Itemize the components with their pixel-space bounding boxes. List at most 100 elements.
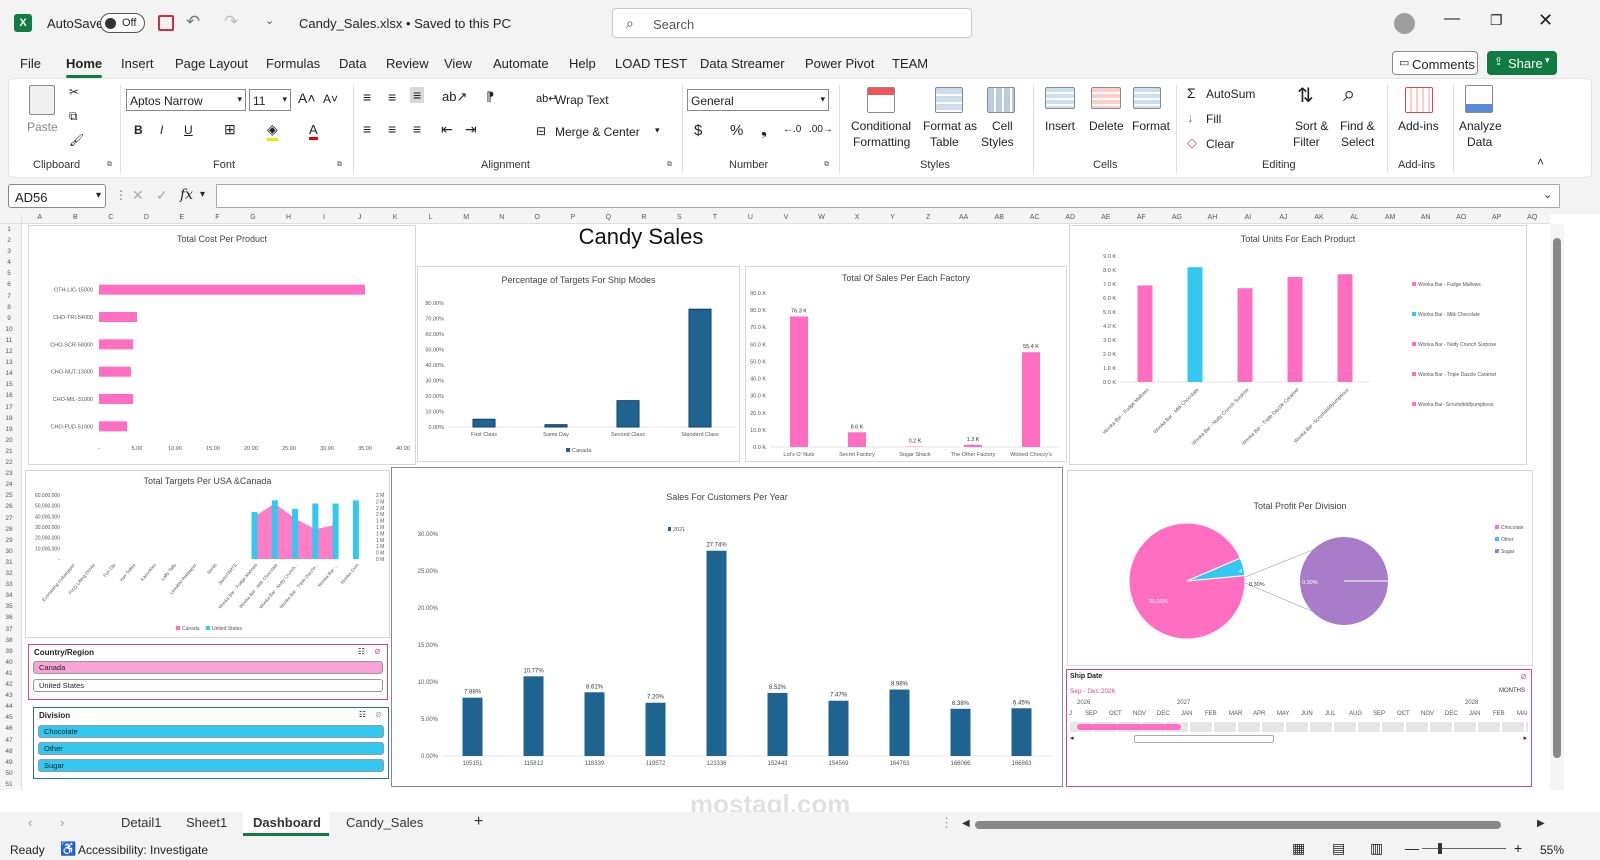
format-as-table-button-l2[interactable]: Table [930, 135, 959, 149]
scroll-right-icon[interactable]: ▸ [1523, 735, 1527, 742]
row-header[interactable]: 46 [5, 725, 13, 733]
timeline-month[interactable]: AUG [1349, 711, 1363, 717]
row-header[interactable]: 17 [5, 403, 13, 411]
search-box[interactable]: ⌕ Search [612, 8, 972, 38]
page-layout-icon[interactable]: ▤ [1332, 840, 1346, 856]
row-header[interactable]: 50 [5, 769, 13, 777]
borders-icon[interactable]: ⊞ [224, 121, 236, 137]
row-header[interactable]: 24 [5, 481, 13, 489]
horizontal-scrollbar[interactable] [975, 821, 1501, 829]
zoom-slider-thumb[interactable] [1438, 843, 1442, 854]
slicer-item-other[interactable]: Other [38, 742, 384, 755]
menu-data[interactable]: Data [339, 56, 367, 71]
comments-button[interactable]: ▭ Comments [1392, 51, 1478, 75]
row-header[interactable]: 23 [5, 470, 13, 478]
autosum-button[interactable]: AutoSum [1206, 87, 1256, 101]
column-header[interactable]: K [392, 214, 398, 221]
chevron-down-icon[interactable]: ▾ [655, 125, 660, 135]
decrease-decimal-icon[interactable]: .00→ [809, 124, 833, 135]
column-header[interactable]: U [747, 214, 753, 221]
column-header[interactable]: F [215, 214, 220, 221]
column-header[interactable]: H [285, 214, 292, 221]
column-header[interactable]: J [357, 214, 362, 221]
column-header[interactable]: B [72, 214, 78, 221]
slicer-item-sugar[interactable]: Sugar [38, 759, 384, 772]
timeline-month[interactable]: MAY [1277, 711, 1290, 717]
row-header[interactable]: 3 [7, 248, 11, 256]
column-header[interactable]: Y [890, 214, 895, 221]
customize-qat-icon[interactable]: ⌄ [265, 15, 275, 27]
column-header[interactable]: P [570, 214, 576, 221]
row-header[interactable]: 4 [7, 259, 11, 267]
row-header[interactable]: 37 [5, 625, 13, 633]
row-header[interactable]: 8 [7, 303, 11, 311]
column-header[interactable]: X [854, 214, 860, 221]
row-header[interactable]: 19 [5, 425, 13, 433]
clear-button[interactable]: Clear [1206, 137, 1235, 151]
column-header[interactable]: W [818, 214, 825, 221]
row-header[interactable]: 7 [7, 292, 11, 300]
row-header[interactable]: 1 [7, 226, 11, 233]
number-format-select[interactable]: General ▾ [687, 89, 829, 111]
chart-profit-division[interactable]: Total Profit Per Division 95.06% 4.64% 0.3… [1067, 470, 1533, 666]
find-select-button-l1[interactable]: Find & [1340, 119, 1375, 133]
increase-font-icon[interactable]: A˄ [298, 90, 316, 106]
chart-factory-sales[interactable]: Total Of Sales Per Each Factory 0.0 K 10.… [745, 266, 1067, 462]
row-header[interactable]: 38 [5, 636, 13, 644]
row-header[interactable]: 33 [5, 581, 13, 589]
row-header[interactable]: 41 [5, 669, 13, 677]
column-header[interactable]: AH [1207, 214, 1218, 221]
row-header[interactable]: 36 [5, 614, 13, 622]
redo-icon[interactable]: ↷ [224, 12, 239, 31]
chart-units-product[interactable]: Total Units For Each Product 0.0 K 1.0 K 2… [1069, 225, 1527, 465]
align-center-icon[interactable]: ≡ [388, 121, 397, 137]
row-header[interactable]: 49 [5, 758, 13, 766]
column-header[interactable]: G [250, 214, 256, 221]
file-name[interactable]: Candy_Sales.xlsx • Saved to this PC [299, 16, 511, 31]
avatar[interactable] [1394, 13, 1415, 34]
cell-styles-button-l2[interactable]: Styles [981, 135, 1014, 149]
row-header[interactable]: 22 [5, 459, 13, 467]
row-header[interactable]: 39 [5, 647, 13, 655]
number-launcher-icon[interactable]: ⧉ [824, 161, 829, 168]
format-cells-button[interactable]: Format [1132, 119, 1171, 133]
tab-candy-sales[interactable]: Candy_Sales [346, 815, 424, 830]
menu-page-layout[interactable]: Page Layout [175, 56, 249, 71]
analyze-data-button-l1[interactable]: Analyze [1459, 119, 1502, 133]
hscroll-left-icon[interactable]: ◀ [962, 818, 970, 829]
menu-team[interactable]: TEAM [892, 56, 929, 71]
timeline-month[interactable]: MAI [1517, 711, 1528, 717]
row-header[interactable]: 20 [5, 436, 13, 444]
column-header[interactable]: Z [925, 214, 931, 221]
menu-automate[interactable]: Automate [493, 56, 549, 71]
slicer-item-canada[interactable]: Canada [33, 661, 383, 674]
find-select-button-l2[interactable]: Select [1341, 135, 1375, 149]
tab-scroll-right-icon[interactable]: › [60, 815, 65, 830]
row-header[interactable]: 9 [7, 314, 11, 322]
column-header[interactable]: A [37, 214, 43, 221]
column-header[interactable]: AG [1171, 214, 1182, 221]
addins-button[interactable]: Add-ins [1398, 119, 1439, 133]
row-header[interactable]: 12 [5, 348, 13, 356]
timeline-scrollbar[interactable] [1134, 735, 1274, 743]
close-icon[interactable]: ✕ [1538, 10, 1554, 30]
timeline-month[interactable]: MAR [1229, 711, 1243, 717]
chevron-down-icon[interactable]: ▾ [200, 189, 206, 200]
scrollbar-thumb[interactable] [1553, 238, 1561, 758]
column-header[interactable]: AA [959, 214, 969, 221]
row-header[interactable]: 40 [5, 658, 13, 666]
menu-formulas[interactable]: Formulas [266, 56, 321, 71]
format-as-table-button-l1[interactable]: Format as [923, 119, 978, 133]
row-header[interactable]: 21 [5, 447, 13, 455]
tab-sheet1[interactable]: Sheet1 [186, 815, 228, 830]
merge-center-button[interactable]: Merge & Center [555, 125, 640, 139]
font-color-icon[interactable]: A [309, 122, 318, 140]
multi-select-icon[interactable]: ☷ [357, 647, 365, 656]
timeline-month[interactable]: JUL [1325, 711, 1336, 717]
wrap-text-button[interactable]: Wrap Text [555, 93, 609, 107]
chart-total-cost[interactable]: Total Cost Per Product OTH-LIC-15000 CHO-… [28, 225, 416, 465]
menu-view[interactable]: View [444, 56, 472, 71]
menu-data-streamer[interactable]: Data Streamer [700, 56, 785, 71]
comma-icon[interactable]: ❟ [761, 122, 767, 139]
chart-targets-usa-canada[interactable]: Total Targets Per USA &Canada - 10,000,00… [25, 470, 390, 638]
